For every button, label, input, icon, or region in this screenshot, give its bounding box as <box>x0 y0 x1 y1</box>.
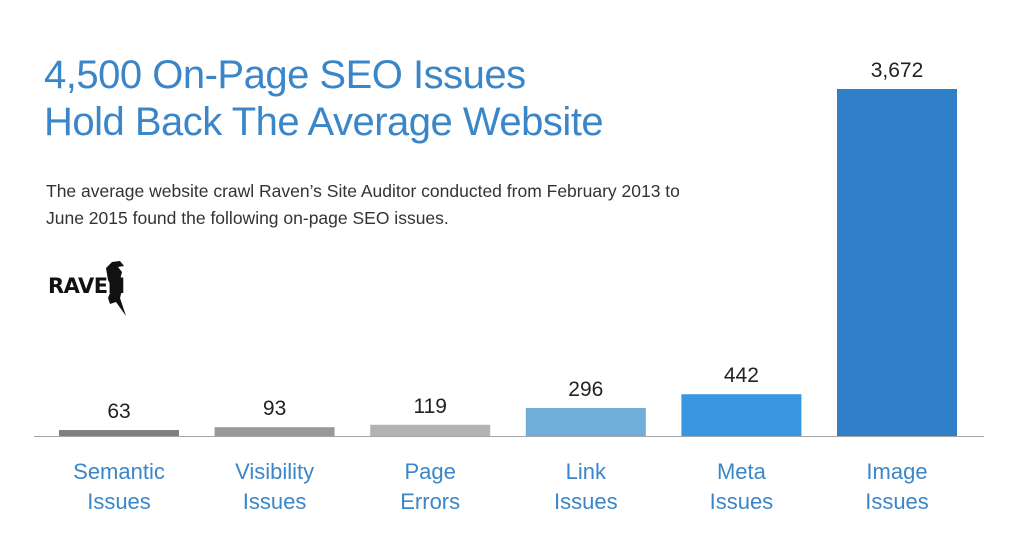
category-label: Issues <box>710 489 774 514</box>
bar <box>214 427 335 436</box>
bar <box>837 89 957 436</box>
bar-value-label: 3,672 <box>871 59 924 82</box>
raven-logo: RAVEN <box>48 258 132 320</box>
category-label: Issues <box>243 489 307 514</box>
category-label: Meta <box>717 459 767 484</box>
category-label: Errors <box>400 489 460 514</box>
bar-value-label: 93 <box>263 397 286 420</box>
category-label: Issues <box>87 489 151 514</box>
title-line-1: 4,500 On-Page SEO Issues <box>44 53 526 97</box>
bar-value-label: 296 <box>568 378 603 401</box>
bar <box>525 408 646 436</box>
bar <box>681 394 802 436</box>
category-label: Visibility <box>235 459 314 484</box>
bar <box>59 430 179 436</box>
category-label: Page <box>405 459 456 484</box>
category-label: Link <box>566 459 607 484</box>
raven-bird-icon <box>106 261 126 316</box>
category-label: Semantic <box>73 459 165 484</box>
bar-value-label: 119 <box>413 395 446 418</box>
bar-value-label: 442 <box>724 364 759 387</box>
chart-subtitle: The average website crawl Raven’s Site A… <box>46 181 680 228</box>
bar-value-label: 63 <box>107 400 130 423</box>
category-label: Issues <box>865 489 929 514</box>
chart-title: 4,500 On-Page SEO Issues Hold Back The A… <box>44 52 604 146</box>
bar <box>370 424 491 436</box>
title-line-2: Hold Back The Average Website <box>44 100 604 144</box>
category-label: Issues <box>554 489 618 514</box>
category-label: Image <box>866 459 927 484</box>
